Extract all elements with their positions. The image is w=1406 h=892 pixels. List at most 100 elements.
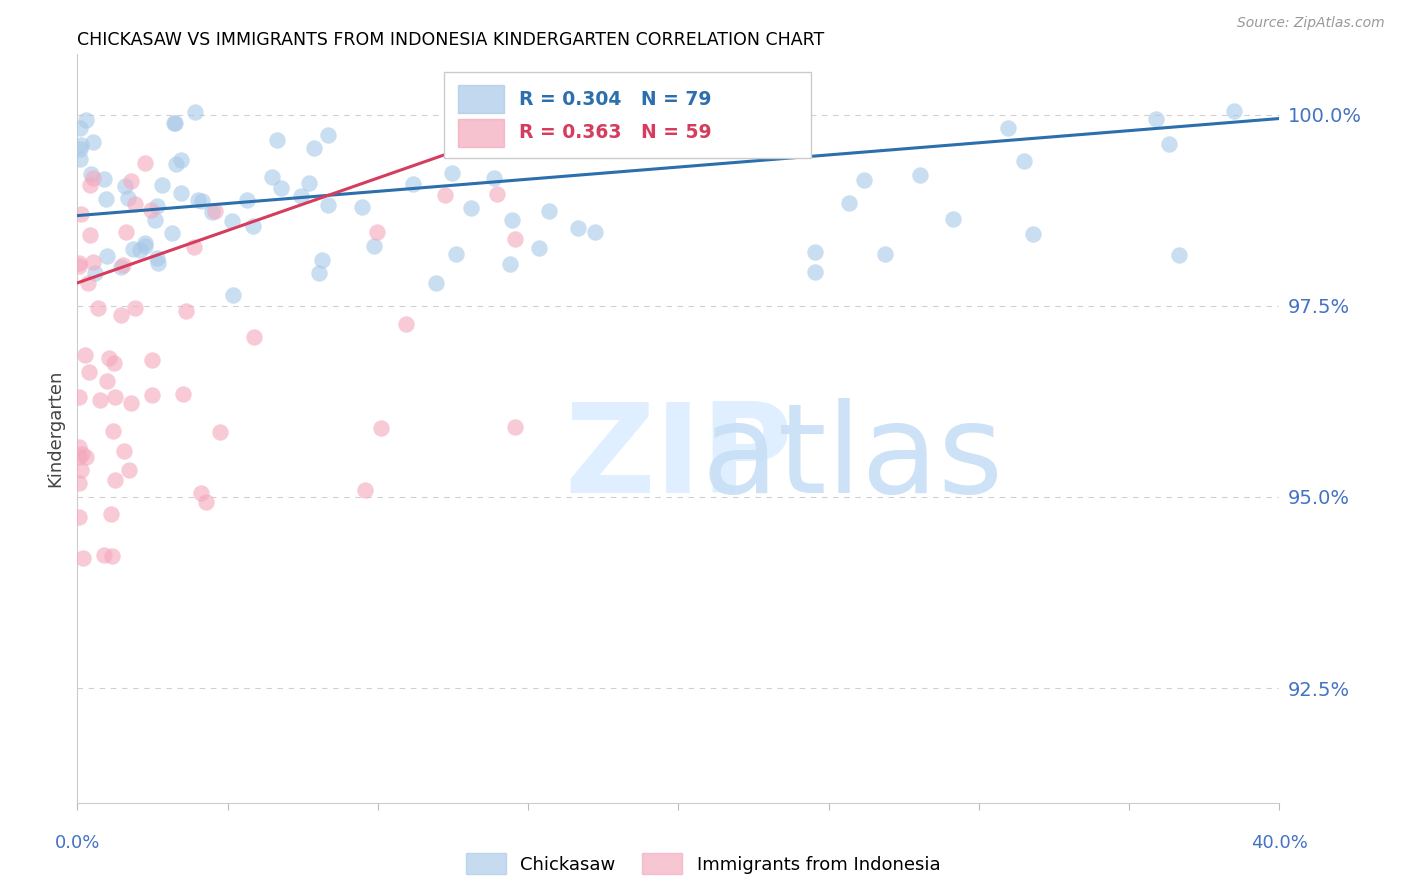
Point [100, 507, 122, 521]
Point [70, 138, 93, 153]
Point [97, 351, 120, 365]
Point [290, 189, 312, 203]
Point [73, 347, 96, 361]
Point [67, 450, 90, 464]
Point [67, 390, 90, 404]
Point [163, 116, 186, 130]
Y-axis label: Kindergarten: Kindergarten [46, 369, 65, 487]
Point [77, 365, 100, 379]
Point [104, 390, 127, 404]
Point [101, 424, 124, 438]
Point [501, 213, 523, 227]
Point [444, 247, 467, 261]
Point [143, 213, 166, 227]
Point [838, 196, 860, 211]
Point [69, 143, 91, 157]
Point [96, 374, 118, 388]
Point [486, 186, 509, 201]
Point [440, 166, 463, 180]
Point [134, 235, 156, 250]
Point [70, 447, 93, 461]
Point [311, 252, 333, 267]
Point [129, 244, 152, 258]
Point [700, 123, 723, 137]
Point [110, 308, 132, 322]
Point [370, 420, 392, 434]
Point [141, 353, 163, 368]
Point [852, 173, 875, 187]
Point [402, 178, 425, 192]
Point [87, 301, 110, 316]
Text: R = 0.304   N = 79: R = 0.304 N = 79 [519, 90, 711, 109]
Point [69, 153, 91, 167]
Point [484, 171, 506, 186]
Point [298, 177, 321, 191]
Point [460, 201, 482, 215]
Point [112, 444, 135, 458]
FancyBboxPatch shape [458, 119, 505, 147]
Point [117, 191, 139, 205]
Point [352, 201, 374, 215]
Point [82, 255, 104, 269]
Point [242, 219, 264, 233]
Point [873, 247, 896, 261]
Point [363, 239, 385, 253]
Point [997, 120, 1019, 135]
Point [103, 356, 125, 370]
Point [172, 386, 194, 401]
Point [170, 186, 193, 200]
Point [82, 171, 104, 186]
Point [69, 120, 91, 135]
Point [124, 301, 146, 315]
Point [165, 115, 187, 129]
Point [72, 550, 94, 565]
Point [124, 197, 146, 211]
Point [79, 228, 101, 243]
Point [83, 266, 105, 280]
Point [395, 317, 418, 331]
Point [190, 486, 212, 500]
Text: 40.0%: 40.0% [1251, 834, 1308, 852]
Point [96, 249, 118, 263]
Point [204, 204, 226, 219]
Text: CHICKASAW VS IMMIGRANTS FROM INDONESIA KINDERGARTEN CORRELATION CHART: CHICKASAW VS IMMIGRANTS FROM INDONESIA K… [77, 31, 824, 49]
Text: ZIP: ZIP [564, 398, 793, 518]
Point [67, 440, 90, 454]
Point [122, 242, 145, 256]
Point [183, 239, 205, 253]
Point [184, 105, 207, 120]
Point [139, 202, 162, 217]
Point [1223, 103, 1246, 118]
FancyBboxPatch shape [444, 72, 811, 159]
Point [146, 251, 169, 265]
Point [110, 260, 132, 275]
Point [195, 495, 218, 509]
Point [165, 157, 187, 171]
Point [318, 128, 340, 142]
Point [316, 197, 339, 211]
Point [93, 171, 115, 186]
Point [1012, 154, 1035, 169]
Point [222, 287, 245, 301]
Point [170, 153, 193, 168]
Point [134, 156, 156, 170]
Text: R = 0.363   N = 59: R = 0.363 N = 59 [519, 123, 711, 143]
Point [146, 199, 169, 213]
Point [1168, 248, 1191, 262]
Point [114, 179, 136, 194]
Point [75, 450, 97, 465]
Point [67, 510, 90, 524]
Point [567, 220, 589, 235]
Point [94, 192, 117, 206]
Point [80, 167, 103, 181]
Point [425, 276, 447, 290]
Point [77, 276, 100, 290]
Point [266, 133, 288, 147]
Point [70, 207, 93, 221]
Text: 0.0%: 0.0% [55, 834, 100, 852]
Point [910, 169, 932, 183]
Point [354, 483, 377, 497]
Point [75, 113, 97, 128]
Point [942, 211, 965, 226]
Point [187, 193, 209, 207]
